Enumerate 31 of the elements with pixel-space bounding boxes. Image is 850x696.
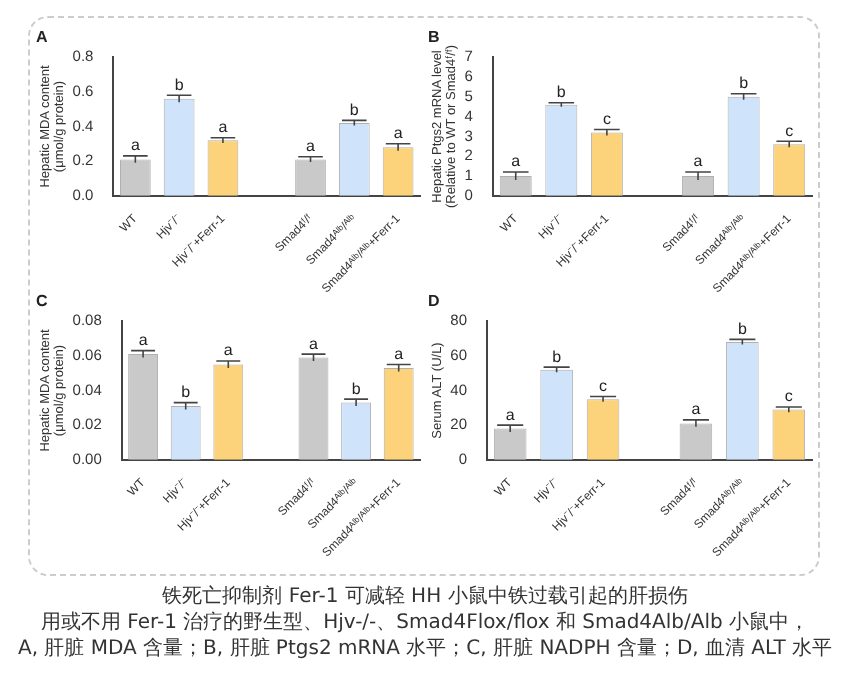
text: 铁死亡抑制剂 Fer-1 可减轻 HH 小鼠中铁过载引起的肝损伤 (160, 584, 690, 610)
chart-title: C (36, 292, 48, 311)
data-label: b (556, 83, 567, 102)
text: 用或不用 Fer-1 治疗的野生型、Hjv-/-、Smad4Flox/flox 和 Smad4Alb/Alb 小鼠中， (38, 610, 812, 636)
data-label: a (138, 331, 149, 350)
data-label: b (181, 383, 192, 402)
text: A, 肝脏 MDA 含量；B, 肝脏 Ptgs2 mRNA 水平；C, 肝脏 NADPH 含量；D, 血清 ALT 水平 (15, 636, 834, 662)
data-label: b (739, 74, 750, 93)
data-label: a (505, 405, 516, 424)
data-label: c (599, 376, 608, 395)
data-label: a (223, 341, 234, 360)
data-label: c (784, 387, 793, 406)
chart-title: B (428, 28, 440, 47)
data-label: a (130, 136, 141, 155)
data-label: a (693, 152, 704, 171)
data-label: b (349, 100, 360, 119)
data-label: a (394, 344, 405, 363)
data-label: a (218, 118, 229, 137)
data-label: a (306, 137, 317, 156)
data-label: b (174, 75, 185, 94)
chart-title: A (36, 28, 48, 47)
data-label: c (785, 121, 794, 140)
data-label: a (309, 334, 320, 353)
data-label: c (602, 109, 611, 128)
data-label: a (393, 124, 404, 143)
data-label: b (737, 319, 748, 338)
chart-title: D (428, 292, 440, 311)
data-label: a (511, 152, 522, 171)
data-label: b (552, 347, 563, 366)
data-label: b (351, 379, 362, 398)
data-label: a (691, 400, 702, 419)
